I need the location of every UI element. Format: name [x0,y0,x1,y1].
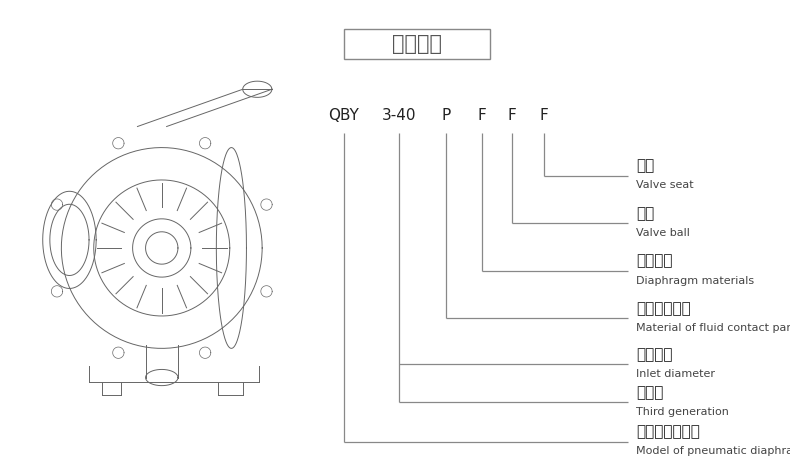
Text: Valve seat: Valve seat [636,180,694,190]
Text: 阀座: 阀座 [636,158,654,173]
Text: QBY: QBY [328,108,359,124]
Text: 隔膜材质: 隔膜材质 [636,253,672,268]
Text: Inlet diameter: Inlet diameter [636,369,715,379]
Text: 进料口径: 进料口径 [636,347,672,362]
Text: F: F [507,108,517,124]
Text: 阀球: 阀球 [636,206,654,221]
Text: Model of pneumatic diaphragm pump: Model of pneumatic diaphragm pump [636,446,790,456]
Text: 型号说明: 型号说明 [392,34,442,54]
Text: 气动隔膜泵型号: 气动隔膜泵型号 [636,424,700,439]
Text: Diaphragm materials: Diaphragm materials [636,276,754,285]
Text: 第三代: 第三代 [636,385,664,400]
Text: F: F [539,108,548,124]
Text: Material of fluid contact part: Material of fluid contact part [636,323,790,333]
Bar [344,28,490,59]
Text: 过流部件材质: 过流部件材质 [636,301,690,316]
Text: F: F [477,108,487,124]
Text: Valve ball: Valve ball [636,228,690,238]
Text: 3-40: 3-40 [382,108,416,124]
Text: P: P [442,108,451,124]
Text: Third generation: Third generation [636,407,729,417]
